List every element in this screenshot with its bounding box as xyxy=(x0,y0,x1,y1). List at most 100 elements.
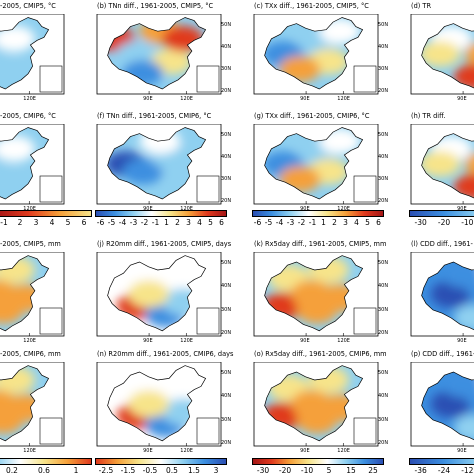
china-outline xyxy=(421,261,474,331)
china-outline xyxy=(421,371,474,441)
lat-label: 20N xyxy=(378,198,389,204)
colorbar-tick-label: 0.2 xyxy=(6,466,18,474)
map-i xyxy=(0,252,65,337)
map-panel-c: (c) TXx diff., 1961-2005, CMIP5, °C 90E 12… xyxy=(252,2,388,110)
colorbar-5 xyxy=(0,458,92,465)
lat-label: 50N xyxy=(378,260,389,266)
colorbar-tick-label: -1.5 xyxy=(120,466,136,474)
panel-title: (g) TXx diff., 1961-2005, CMIP6, °C xyxy=(254,112,370,120)
lon-label: 120E xyxy=(23,338,36,344)
colorbar-tick-label: 2 xyxy=(332,218,337,227)
colorbar-tick-label: -10 xyxy=(300,466,314,474)
lon-label: 90E xyxy=(143,96,153,102)
colorbar-labels: -30 -20 -10 5 15 25 xyxy=(252,466,384,474)
lat-label: 30N xyxy=(221,416,232,423)
panel-title: (f) TNn diff., 1961-2005, CMIP6, °C xyxy=(97,112,212,120)
lat-label: 40N xyxy=(378,283,389,290)
colorbar-tick-label: 6 xyxy=(219,218,224,227)
inset-box xyxy=(353,307,377,335)
colorbar-labels: -36 -24 -12 xyxy=(409,466,474,474)
china-outline xyxy=(0,17,50,90)
map-panel-b: (b) TNn diff., 1961-2005, CMIP5, °C 90E 12… xyxy=(95,2,231,110)
colorbar-tick-label: 1 xyxy=(73,466,79,474)
colorbar-tick-label: -4 xyxy=(275,218,284,227)
colorbar-labels: -6 -5 -4 -3 -2 -1 1 2 3 4 5 6 xyxy=(252,218,384,227)
panel-title: -2005, CMIP5, mm xyxy=(0,240,61,248)
map-p xyxy=(410,362,474,447)
colorbar-tick-label: 5 xyxy=(65,218,71,227)
lat-label: 40N xyxy=(221,154,232,160)
lon-label: 90E xyxy=(300,206,310,212)
map-d xyxy=(410,14,474,95)
lon-label: 120E xyxy=(23,206,36,212)
panel-title: (b) TNn diff., 1961-2005, CMIP5, °C xyxy=(97,2,214,10)
lat-label: 40N xyxy=(221,283,232,290)
lon-label: 120E xyxy=(23,448,36,454)
lon-label: 120E xyxy=(23,96,36,102)
colorbar-tick-label: 25 xyxy=(368,466,378,474)
colorbar-tick-label: -36 xyxy=(414,466,427,474)
colorbar-labels: -2.5 -1.5 -0.5 0.5 1.5 3 xyxy=(95,466,227,474)
inset-box xyxy=(196,307,220,335)
colorbar-tick-label: 4 xyxy=(354,218,359,227)
colorbar-tick-label: 5 xyxy=(208,218,213,227)
panel-title: (k) Rx5day diff., 1961-2005, CMIP5, mm xyxy=(254,240,387,248)
map-panel-j: (j) R20mm diff., 1961-2005, CMIP5, days 9… xyxy=(95,240,231,352)
china-outline xyxy=(0,255,50,332)
lon-label: 90E xyxy=(457,448,467,454)
inset-box xyxy=(353,175,377,203)
colorbar-tick-label: -1 xyxy=(0,218,8,227)
lat-label: 50N xyxy=(221,22,232,28)
colorbar-tick-label: -1 xyxy=(308,218,317,227)
inset-box xyxy=(353,65,377,93)
colorbar-tick-label: 0.6 xyxy=(38,466,50,474)
china-outline xyxy=(264,365,364,442)
colorbar-tick-label: 5 xyxy=(326,466,332,474)
china-outline xyxy=(107,365,207,442)
panel-title: -2005, CMIP6, °C xyxy=(0,112,56,120)
colorbar-tick-label: -12 xyxy=(461,466,474,474)
colorbar-3 xyxy=(252,210,384,217)
lat-label: 30N xyxy=(221,306,232,313)
map-panel-g: (g) TXx diff., 1961-2005, CMIP6, °C 90E 12… xyxy=(252,112,388,220)
lon-label: 120E xyxy=(337,448,350,454)
lon-label: 120E xyxy=(180,338,193,344)
lat-label: 40N xyxy=(378,154,389,160)
inset-box xyxy=(39,417,63,445)
colorbar-tick-label: 3 xyxy=(186,218,191,227)
panel-title: (d) TR xyxy=(411,2,432,10)
lat-label: 50N xyxy=(378,370,389,376)
inset-box xyxy=(39,65,63,93)
colorbar-tick-label: -30 xyxy=(414,218,427,227)
china-outline xyxy=(264,127,364,200)
colorbar-tick-label: -24 xyxy=(437,466,451,474)
lat-label: 20N xyxy=(378,440,389,446)
colorbar-labels: -6 -5 -4 -3 -2 -1 1 2 3 4 5 6 xyxy=(95,218,227,227)
colorbar-tick-label: 4 xyxy=(197,218,202,227)
lat-label: 20N xyxy=(221,440,232,446)
map-n xyxy=(96,362,222,447)
china-outline xyxy=(0,365,50,442)
lon-label: 120E xyxy=(180,206,193,212)
colorbar-labels: 0.2 0.6 1 xyxy=(0,466,92,474)
map-l xyxy=(410,252,474,337)
colorbar-labels: -30 -20 -10 xyxy=(409,218,474,227)
lat-label: 40N xyxy=(378,393,389,400)
map-e xyxy=(0,124,65,205)
map-panel-f: (f) TNn diff., 1961-2005, CMIP6, °C 90E 12… xyxy=(95,112,231,220)
map-f xyxy=(96,124,222,205)
inset-box xyxy=(196,65,220,93)
lon-label: 90E xyxy=(143,206,153,212)
colorbar-7 xyxy=(252,458,384,465)
colorbar-tick-label: -4 xyxy=(118,218,127,227)
map-g xyxy=(253,124,379,205)
lon-label: 90E xyxy=(300,448,310,454)
colorbar-tick-label: 2 xyxy=(17,218,23,227)
colorbar-tick-label: 5 xyxy=(365,218,370,227)
colorbar-tick-label: -3 xyxy=(129,218,138,227)
lat-label: 50N xyxy=(221,260,232,266)
